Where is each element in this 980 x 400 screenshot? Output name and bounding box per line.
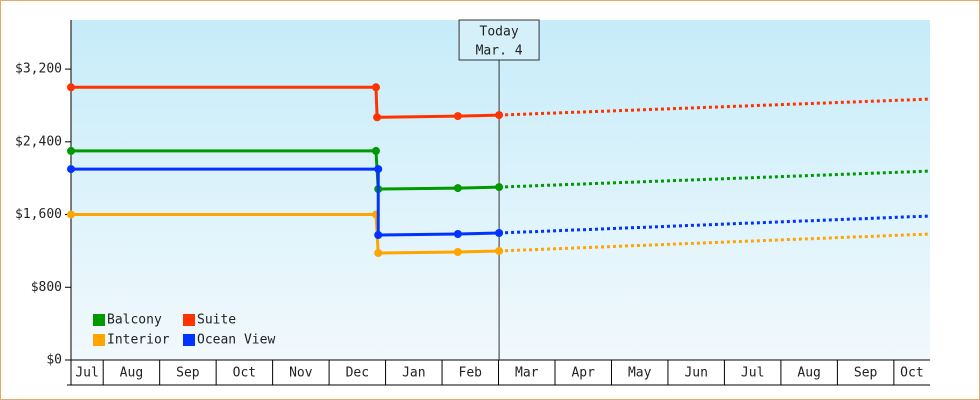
point bbox=[495, 183, 504, 192]
legend-label: Ocean View bbox=[197, 333, 275, 348]
x-tick-label: Oct bbox=[900, 366, 923, 381]
x-tick-label: Jul bbox=[75, 366, 98, 381]
legend-label: Suite bbox=[197, 313, 236, 328]
x-tick-label: Dec bbox=[346, 366, 369, 381]
point bbox=[67, 210, 75, 219]
x-tick-label: Oct bbox=[233, 366, 256, 381]
y-tick-label: $0 bbox=[46, 353, 62, 368]
legend-label: Interior bbox=[107, 333, 170, 348]
today-label: Mar. 4 bbox=[476, 44, 523, 59]
x-tick-label: Jan bbox=[402, 366, 425, 381]
point bbox=[495, 111, 504, 120]
today-box bbox=[458, 19, 540, 61]
y-tick-label: $1,600 bbox=[15, 207, 62, 222]
point bbox=[374, 249, 383, 257]
x-tick-label: Nov bbox=[289, 366, 313, 381]
point bbox=[495, 229, 504, 237]
point bbox=[453, 184, 462, 193]
x-tick-label: Mar bbox=[515, 366, 539, 381]
point bbox=[495, 247, 504, 255]
x-tick-label: Jun bbox=[684, 366, 707, 381]
y-tick-label: $3,200 bbox=[15, 62, 62, 77]
point bbox=[453, 230, 462, 238]
x-tick-label: Feb bbox=[459, 366, 483, 381]
x-tick-label: Sep bbox=[176, 366, 200, 381]
point bbox=[453, 112, 462, 121]
legend-swatch bbox=[183, 314, 195, 326]
point bbox=[67, 165, 75, 174]
legend-swatch bbox=[93, 314, 105, 326]
x-tick-label: Jul bbox=[741, 366, 764, 381]
y-tick-label: $2,400 bbox=[15, 134, 62, 149]
x-tick-label: Aug bbox=[797, 366, 820, 381]
point bbox=[374, 231, 383, 239]
y-tick-label: $800 bbox=[31, 280, 62, 295]
legend-swatch bbox=[183, 334, 195, 346]
today-label: Today bbox=[480, 25, 519, 40]
legend-label: Balcony bbox=[107, 313, 162, 328]
x-tick-label: Apr bbox=[571, 366, 595, 381]
point bbox=[67, 83, 75, 92]
point bbox=[453, 248, 462, 256]
legend-swatch bbox=[93, 334, 105, 346]
point bbox=[371, 146, 380, 155]
point bbox=[374, 165, 383, 174]
point bbox=[371, 83, 380, 92]
x-tick-label: Aug bbox=[120, 366, 143, 381]
point bbox=[373, 113, 382, 122]
x-tick-label: May bbox=[628, 366, 652, 381]
x-tick-label: Sep bbox=[854, 366, 878, 381]
point bbox=[67, 146, 75, 155]
